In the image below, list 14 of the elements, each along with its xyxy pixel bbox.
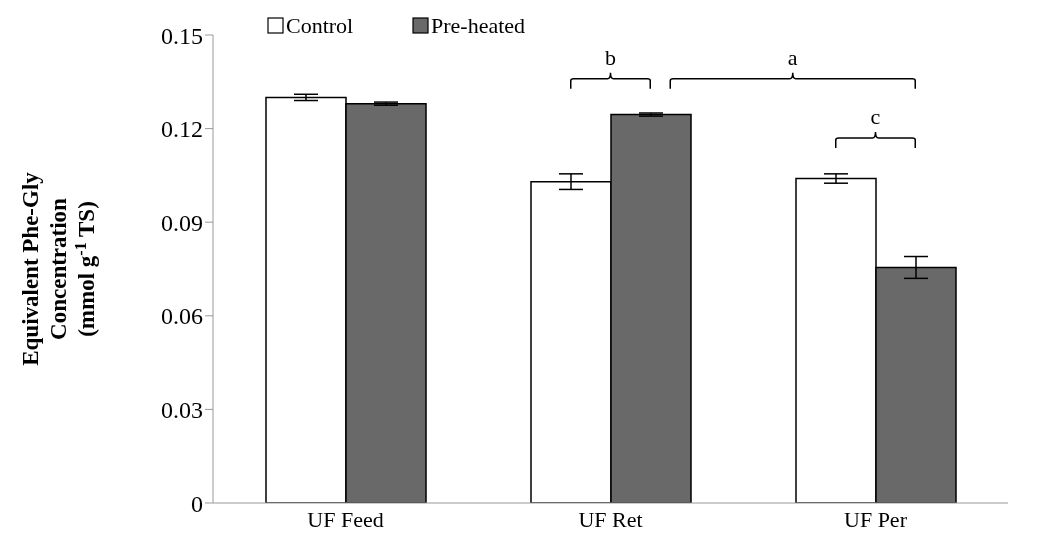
y-tick-label: 0 — [191, 490, 203, 517]
y-tick-label: 0.06 — [161, 303, 203, 330]
y-tick-label: 0.03 — [161, 396, 203, 423]
annotation: c — [870, 103, 881, 129]
legend-label: Control — [286, 13, 354, 38]
y-tick-label: 0.15 — [161, 22, 203, 49]
legend-label: Pre-heated — [431, 13, 526, 38]
x-tick-label: UF Feed — [307, 506, 384, 532]
annotation: b — [605, 44, 616, 70]
x-tick-label: UF Per — [844, 506, 908, 532]
y-tick-label: 0.12 — [161, 116, 203, 143]
x-tick-label: UF Ret — [578, 506, 643, 532]
annotation: a — [787, 44, 798, 70]
y-tick-label: 0.09 — [161, 209, 203, 236]
